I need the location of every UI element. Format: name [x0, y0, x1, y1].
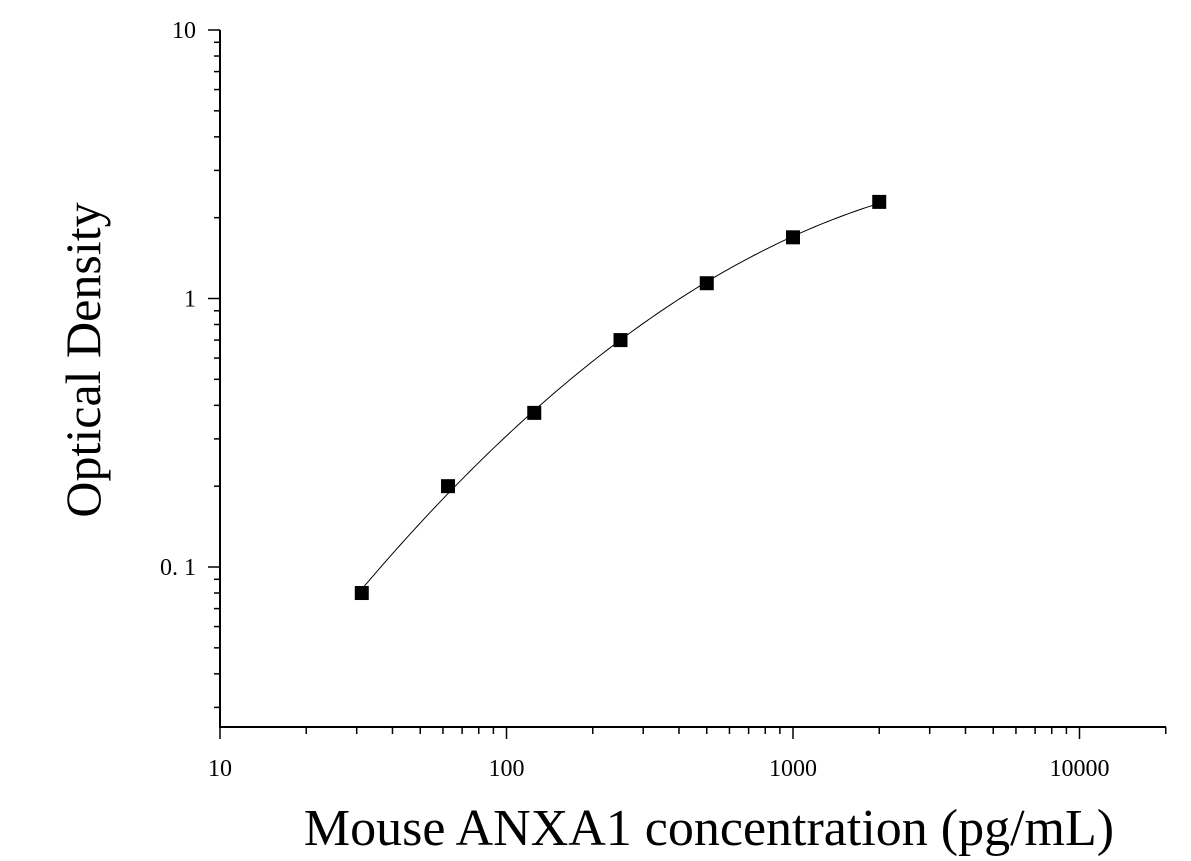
x-tick-label: 10000 [1050, 756, 1110, 782]
tick-labels: 10 100 1000 10000 0. 1 1 10 [160, 18, 1110, 782]
data-point [786, 230, 800, 245]
x-tick-label: 100 [489, 756, 525, 782]
y-axis-title: Optical Density [55, 202, 111, 517]
data-point [354, 586, 369, 601]
data-points [354, 194, 887, 601]
ticks [208, 29, 1167, 739]
x-tick-label: 1000 [769, 756, 817, 782]
axes [219, 30, 1166, 728]
data-point [441, 479, 456, 494]
data-point [699, 276, 714, 291]
data-point [872, 194, 887, 209]
y-tick-label: 0. 1 [160, 555, 196, 581]
x-axis-title: Mouse ANXA1 concentration (pg/mL) [304, 800, 1114, 857]
data-point [527, 405, 542, 420]
x-tick-label: 10 [208, 756, 232, 782]
data-point [613, 333, 628, 348]
y-tick-label: 1 [184, 287, 196, 313]
fit-curve [361, 202, 880, 590]
y-tick-label: 10 [172, 18, 196, 44]
